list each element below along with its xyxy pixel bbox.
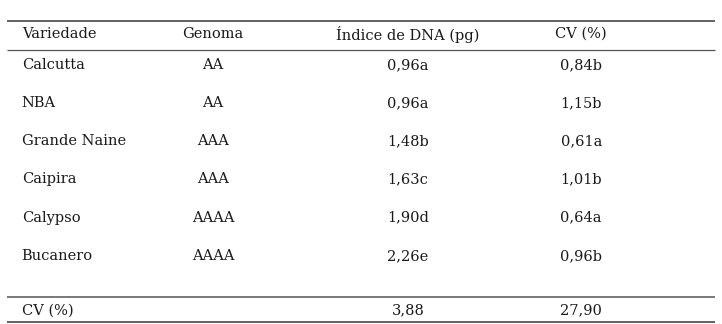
Text: Grande Naine: Grande Naine (22, 134, 126, 148)
Text: NBA: NBA (22, 96, 56, 110)
Text: 1,15b: 1,15b (560, 96, 602, 110)
Text: 3,88: 3,88 (391, 303, 425, 318)
Text: Índice de DNA (pg): Índice de DNA (pg) (336, 26, 479, 42)
Text: Calypso: Calypso (22, 211, 80, 225)
Text: 1,63c: 1,63c (388, 172, 428, 187)
Text: 0,96b: 0,96b (560, 249, 602, 263)
Text: 0,96a: 0,96a (387, 58, 429, 72)
Text: Calcutta: Calcutta (22, 58, 84, 72)
Text: Caipira: Caipira (22, 172, 76, 187)
Text: 1,48b: 1,48b (387, 134, 429, 148)
Text: AAAA: AAAA (192, 249, 234, 263)
Text: AAA: AAA (197, 172, 229, 187)
Text: 1,01b: 1,01b (560, 172, 602, 187)
Text: Bucanero: Bucanero (22, 249, 93, 263)
Text: 27,90: 27,90 (560, 303, 602, 318)
Text: AAA: AAA (197, 134, 229, 148)
Text: 1,90d: 1,90d (387, 211, 429, 225)
Text: 0,84b: 0,84b (560, 58, 602, 72)
Text: 2,26e: 2,26e (387, 249, 429, 263)
Text: 0,96a: 0,96a (387, 96, 429, 110)
Text: 0,64a: 0,64a (560, 211, 602, 225)
Text: 0,61a: 0,61a (560, 134, 602, 148)
Text: AA: AA (202, 58, 224, 72)
Text: CV (%): CV (%) (555, 27, 607, 41)
Text: AAAA: AAAA (192, 211, 234, 225)
Text: AA: AA (202, 96, 224, 110)
Text: CV (%): CV (%) (22, 303, 74, 318)
Text: Variedade: Variedade (22, 27, 96, 41)
Text: Genoma: Genoma (183, 27, 243, 41)
